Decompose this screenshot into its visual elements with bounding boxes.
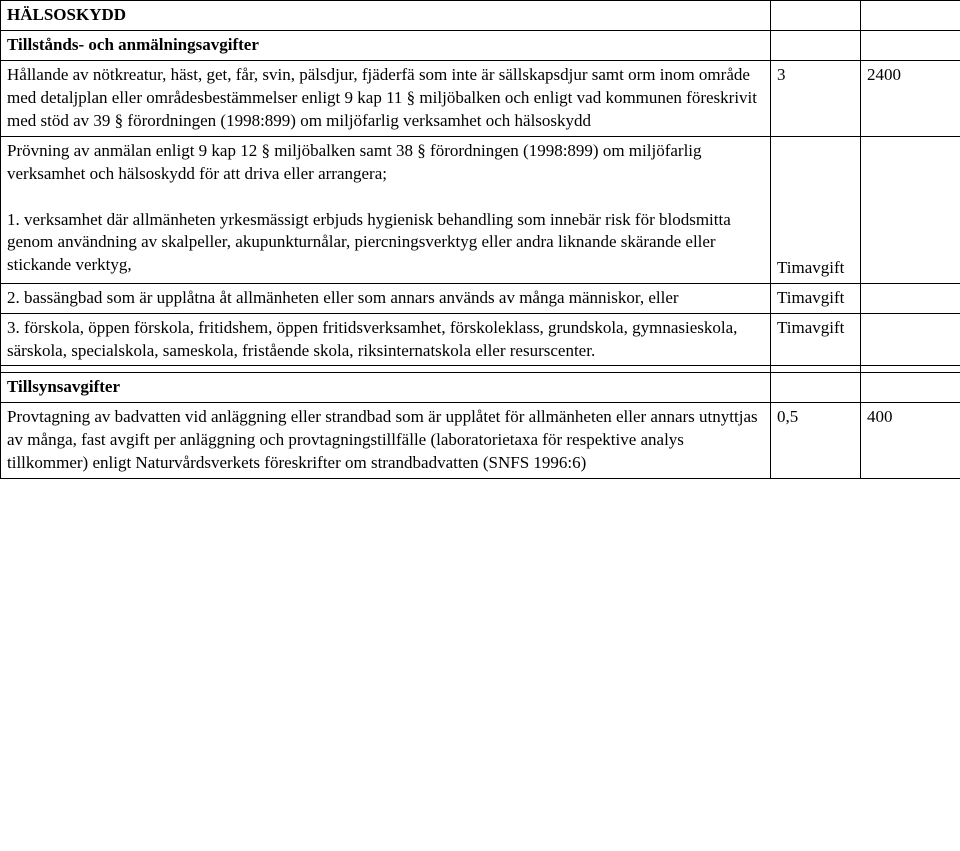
cell-b	[861, 373, 960, 403]
table-row: Prövning av anmälan enligt 9 kap 12 § mi…	[1, 136, 960, 283]
table-row: HÄLSOSKYDD	[1, 1, 960, 31]
cell-a: 0,5	[771, 403, 861, 479]
table-row: 3. förskola, öppen förskola, fritidshem,…	[1, 313, 960, 366]
cell-b	[861, 283, 960, 313]
cell-main: HÄLSOSKYDD	[1, 1, 771, 31]
cell-a	[771, 30, 861, 60]
cell-a: Timavgift	[771, 283, 861, 313]
cell-main: Tillsynsavgifter	[1, 373, 771, 403]
cell-a: Timavgift	[771, 136, 861, 283]
cell-b: 400	[861, 403, 960, 479]
cell-b	[861, 366, 960, 373]
document-page: HÄLSOSKYDD Tillstånds- och anmälningsavg…	[0, 0, 960, 479]
fees-table: HÄLSOSKYDD Tillstånds- och anmälningsavg…	[0, 0, 960, 479]
cell-main: Provtagning av badvatten vid anläggning …	[1, 403, 771, 479]
cell-a	[771, 373, 861, 403]
cell-a: 3	[771, 60, 861, 136]
cell-b: 2400	[861, 60, 960, 136]
cell-a	[771, 1, 861, 31]
cell-main: Prövning av anmälan enligt 9 kap 12 § mi…	[1, 136, 771, 283]
table-body: HÄLSOSKYDD Tillstånds- och anmälningsavg…	[1, 1, 960, 479]
table-row: 2. bassängbad som är upplåtna åt allmänh…	[1, 283, 960, 313]
cell-a	[771, 366, 861, 373]
table-row: Tillstånds- och anmälningsavgifter	[1, 30, 960, 60]
cell-main: 2. bassängbad som är upplåtna åt allmänh…	[1, 283, 771, 313]
table-row: Tillsynsavgifter	[1, 373, 960, 403]
table-row: Hållande av nötkreatur, häst, get, får, …	[1, 60, 960, 136]
table-row	[1, 366, 960, 373]
cell-a: Timavgift	[771, 313, 861, 366]
cell-main	[1, 366, 771, 373]
cell-b	[861, 1, 960, 31]
cell-b	[861, 30, 960, 60]
cell-main: Hållande av nötkreatur, häst, get, får, …	[1, 60, 771, 136]
cell-b	[861, 136, 960, 283]
cell-main: Tillstånds- och anmälningsavgifter	[1, 30, 771, 60]
cell-b	[861, 313, 960, 366]
cell-main: 3. förskola, öppen förskola, fritidshem,…	[1, 313, 771, 366]
table-row: Provtagning av badvatten vid anläggning …	[1, 403, 960, 479]
